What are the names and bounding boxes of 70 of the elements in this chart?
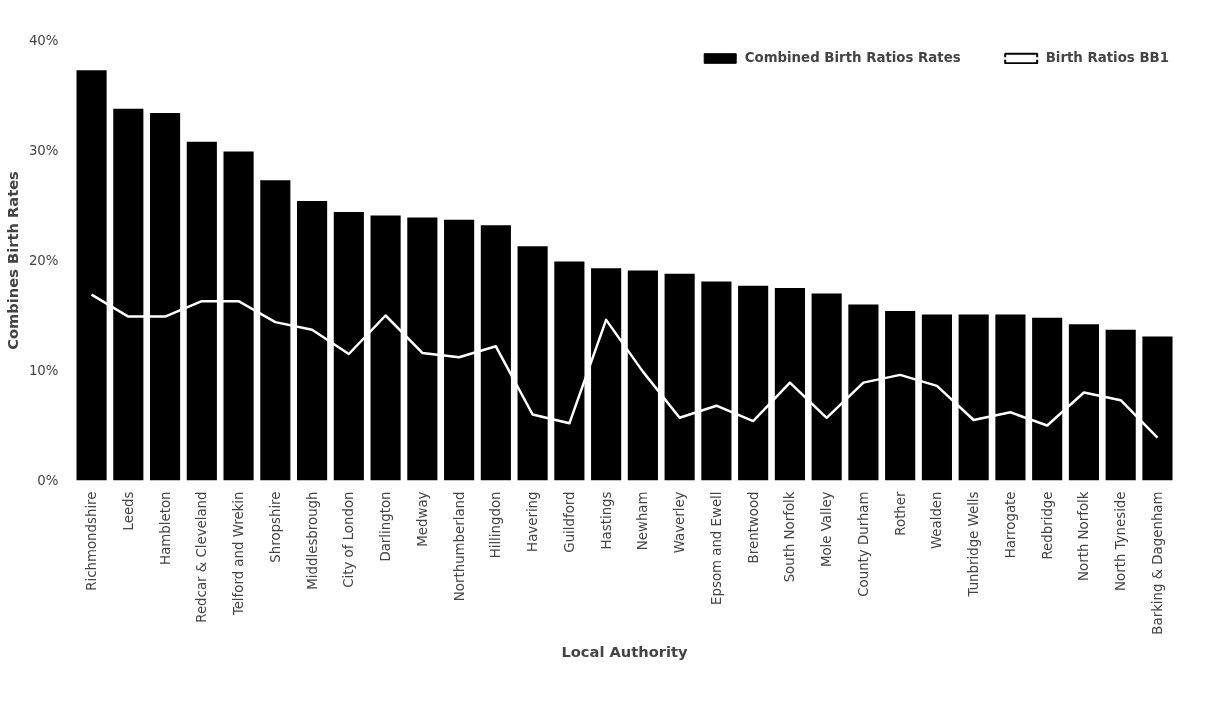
x-tick-label: Medway: [414, 491, 430, 547]
x-tick-label: Waverley: [672, 491, 688, 554]
bar: [995, 314, 1026, 481]
legend-label: Combined Birth Ratios Rates: [744, 50, 961, 65]
x-tick-label: Guildford: [561, 491, 577, 553]
x-tick-label: Harrogate: [1002, 491, 1018, 559]
x-tick-label: Rother: [892, 490, 908, 536]
x-tick-label: Richmondshire: [84, 491, 100, 591]
x-tick-label: Redbridge: [1039, 491, 1055, 560]
x-tick-label: County Durham: [855, 491, 871, 597]
bar: [1142, 336, 1173, 481]
x-tick-label: Epsom and Ewell: [708, 491, 724, 605]
bar: [701, 281, 732, 481]
x-tick-label: North Tyneside: [1113, 491, 1129, 591]
bar: [297, 201, 328, 481]
x-tick-label: Brentwood: [745, 491, 761, 564]
x-tick-label: Tunbridge Wells: [966, 491, 982, 598]
x-tick-label: Hastings: [598, 491, 614, 550]
bar: [333, 212, 364, 481]
x-tick-label: Mole Valley: [819, 491, 835, 568]
x-tick-label: Newham: [635, 491, 651, 551]
x-tick-label: Havering: [525, 491, 541, 552]
bar: [627, 270, 658, 481]
x-tick-label: Shropshire: [267, 491, 283, 563]
bar: [370, 215, 401, 481]
bar: [444, 219, 475, 481]
bar: [591, 268, 622, 481]
x-tick-label: Redcar & Cleveland: [194, 491, 210, 623]
y-tick-label: 20%: [28, 253, 59, 268]
legend-label: Birth Ratios BB1: [1045, 50, 1169, 65]
x-tick-label: Darlington: [378, 491, 394, 562]
bar: [774, 288, 805, 481]
x-tick-label: Hambleton: [157, 491, 173, 565]
x-tick-label: Wealden: [929, 491, 945, 550]
bar: [1068, 324, 1100, 481]
bar: [958, 314, 989, 481]
x-tick-label: Leeds: [120, 491, 136, 531]
x-tick-label: City of London: [341, 491, 357, 588]
x-tick-label: Barking & Dagenham: [1149, 491, 1165, 635]
x-tick-label: North Norfolk: [1076, 491, 1092, 581]
bar: [664, 273, 695, 481]
y-tick-label: 0%: [37, 473, 59, 488]
x-axis-title: Local Authority: [561, 642, 689, 660]
x-tick-label: Middlesbrough: [304, 491, 320, 590]
x-tick-label: Telford and Wrekin: [231, 491, 247, 617]
bar: [186, 141, 217, 481]
bar: [738, 285, 769, 481]
bar: [848, 304, 879, 481]
bar: [811, 293, 842, 481]
y-tick-label: 10%: [28, 363, 59, 378]
y-axis-title: Combines Birth Rates: [3, 170, 21, 350]
line-series: [90, 293, 1159, 439]
bar: [260, 180, 291, 481]
x-tick-label: South Norfolk: [782, 491, 798, 583]
bar: [407, 217, 438, 481]
x-tick-label: Hillingdon: [488, 491, 504, 559]
bar: [554, 261, 585, 481]
bar: [921, 314, 952, 481]
bar: [517, 246, 548, 481]
bar: [480, 225, 511, 481]
bar: [149, 113, 181, 481]
bar: [223, 151, 254, 481]
bar: [1105, 329, 1136, 481]
bar: [885, 311, 916, 481]
y-tick-label: 40%: [28, 33, 59, 48]
y-tick-label: 30%: [28, 143, 59, 158]
bar: [1032, 317, 1063, 481]
bar: [113, 108, 144, 481]
bar: [76, 70, 107, 481]
x-tick-label: Northumberland: [451, 491, 467, 602]
